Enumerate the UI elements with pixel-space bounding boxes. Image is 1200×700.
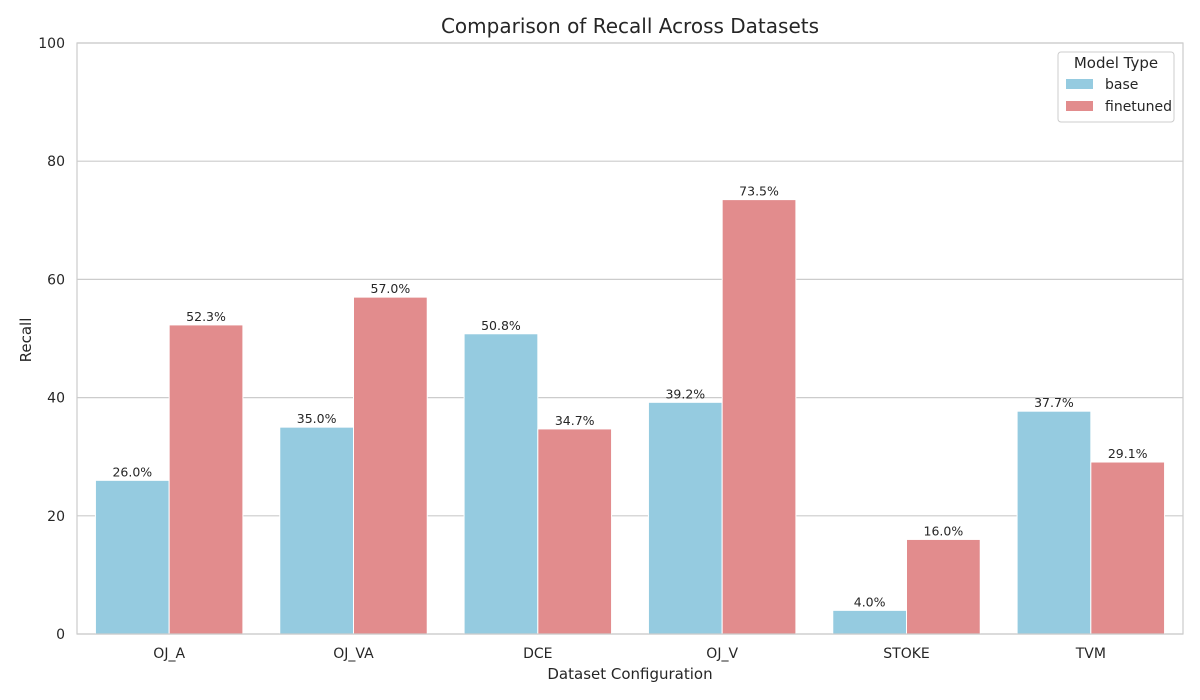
- y-tick-label: 40: [47, 391, 65, 407]
- value-label-finetuned-STOKE: 16.0%: [924, 523, 964, 538]
- y-axis-ticks: 0 20 40 60 80 100: [38, 36, 65, 643]
- chart-title: Comparison of Recall Across Datasets: [441, 14, 819, 38]
- value-label-finetuned-TVM: 29.1%: [1108, 446, 1148, 461]
- bar-finetuned-DCE: [537, 428, 613, 635]
- value-labels: 26.0% 52.3% 35.0% 57.0% 50.8% 34.7% 39.2% 73.5%…: [112, 184, 1147, 610]
- legend-title: Model Type: [1074, 54, 1158, 72]
- legend-swatch-base: [1066, 79, 1093, 89]
- legend-label-base: base: [1105, 77, 1138, 93]
- value-label-finetuned-OJ_VA: 57.0%: [371, 281, 411, 296]
- bar-finetuned-STOKE: [906, 538, 981, 635]
- bars: [94, 199, 1166, 635]
- value-label-base-DCE: 50.8%: [481, 318, 521, 333]
- bar-base-DCE: [463, 333, 539, 635]
- value-label-base-STOKE: 4.0%: [854, 594, 886, 609]
- plot-background: [77, 43, 1183, 634]
- y-tick-label: 80: [47, 154, 65, 170]
- x-tick-label: OJ_V: [706, 646, 738, 662]
- legend: Model Type base finetuned: [1057, 51, 1175, 123]
- value-label-finetuned-OJ_A: 52.3%: [186, 309, 226, 324]
- legend-label-finetuned: finetuned: [1105, 99, 1172, 115]
- bar-base-OJ_A: [94, 479, 170, 635]
- x-axis-label: Dataset Configuration: [547, 665, 712, 683]
- bar-finetuned-OJ_A: [168, 324, 244, 635]
- y-tick-label: 0: [56, 627, 65, 643]
- bar-base-OJ_VA: [279, 426, 354, 635]
- x-tick-label: STOKE: [883, 646, 929, 662]
- bar-finetuned-OJ_V: [721, 199, 797, 635]
- bar-base-STOKE: [832, 609, 907, 635]
- value-label-base-OJ_V: 39.2%: [665, 386, 705, 401]
- x-axis-ticks: OJ_A OJ_VA DCE OJ_V STOKE TVM: [153, 646, 1106, 662]
- x-tick-label: DCE: [523, 646, 552, 662]
- legend-swatch-finetuned: [1066, 101, 1093, 111]
- bar-finetuned-OJ_VA: [353, 296, 428, 635]
- x-tick-label: OJ_VA: [333, 646, 374, 662]
- y-tick-label: 100: [38, 36, 65, 52]
- x-tick-label: OJ_A: [153, 646, 185, 662]
- bar-base-OJ_V: [647, 401, 723, 635]
- y-tick-label: 20: [47, 509, 65, 525]
- value-label-base-TVM: 37.7%: [1034, 395, 1074, 410]
- value-label-finetuned-DCE: 34.7%: [555, 413, 595, 428]
- y-tick-label: 60: [47, 272, 65, 288]
- value-label-base-OJ_VA: 35.0%: [297, 411, 337, 426]
- x-tick-label: TVM: [1075, 646, 1106, 662]
- value-label-base-OJ_A: 26.0%: [112, 464, 152, 479]
- value-label-finetuned-OJ_V: 73.5%: [739, 184, 779, 199]
- y-axis-label: Recall: [17, 318, 35, 363]
- bar-base-TVM: [1016, 410, 1092, 635]
- plot-frame: [76, 42, 1184, 635]
- bar-finetuned-TVM: [1090, 461, 1166, 635]
